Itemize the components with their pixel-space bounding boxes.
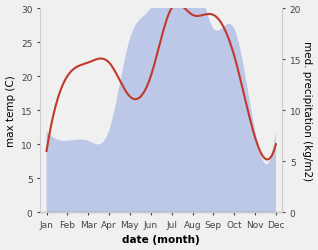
Y-axis label: max temp (C): max temp (C) (5, 75, 16, 146)
Y-axis label: med. precipitation (kg/m2): med. precipitation (kg/m2) (302, 41, 313, 180)
X-axis label: date (month): date (month) (122, 234, 200, 244)
